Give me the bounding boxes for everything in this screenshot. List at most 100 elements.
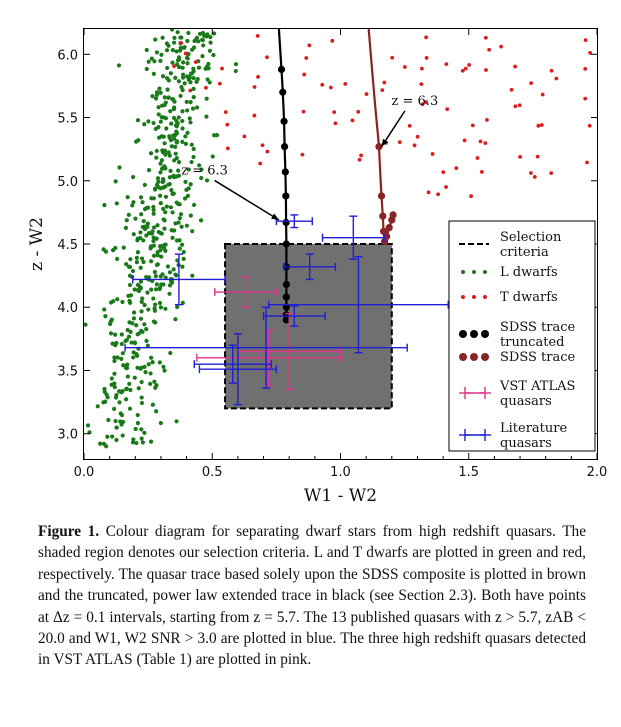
l-dwarf-point xyxy=(207,80,212,85)
t-dwarf-point xyxy=(535,154,540,159)
l-dwarf-point xyxy=(153,302,158,307)
l-dwarf-point xyxy=(171,136,177,141)
l-dwarf-point xyxy=(144,338,149,343)
t-dwarf-point xyxy=(255,33,260,38)
l-dwarf-point xyxy=(144,66,149,72)
trace-point xyxy=(280,117,288,125)
l-dwarf-point xyxy=(156,185,161,190)
l-dwarf-point xyxy=(167,153,172,158)
trace-point xyxy=(281,168,289,176)
l-dwarf-point xyxy=(191,86,196,91)
l-dwarf-point xyxy=(103,399,108,404)
l-dwarf-point xyxy=(155,250,160,255)
l-dwarf-point xyxy=(173,317,178,322)
caption-line: are plotted in green and red, respective… xyxy=(38,544,587,583)
l-dwarf-point xyxy=(177,216,182,221)
l-dwarf-point xyxy=(171,40,177,45)
l-dwarf-point xyxy=(151,196,156,201)
t-dwarf-point xyxy=(188,88,193,93)
l-dwarf-point xyxy=(146,168,152,173)
l-dwarf-point xyxy=(153,37,158,42)
t-dwarf-point xyxy=(539,123,544,127)
l-dwarf-point xyxy=(120,433,125,438)
l-dwarf-point xyxy=(181,72,186,77)
l-dwarf-point xyxy=(149,56,154,61)
caption-line: Colour diagram for separating dwarf star… xyxy=(105,523,500,540)
t-dwarf-point xyxy=(350,118,355,123)
l-dwarf-point xyxy=(144,47,149,53)
y-tick-label: 5.5 xyxy=(57,112,78,127)
l-dwarf-point xyxy=(113,418,118,424)
l-dwarf-point xyxy=(98,441,103,446)
t-dwarf-point xyxy=(499,44,503,49)
l-dwarf-point xyxy=(124,386,129,392)
l-dwarf-point xyxy=(130,203,135,208)
l-dwarf-point xyxy=(141,219,146,224)
l-dwarf-point xyxy=(169,121,174,126)
l-dwarf-point xyxy=(169,188,174,193)
l-dwarf-point xyxy=(113,179,118,184)
l-dwarf-point xyxy=(128,257,133,262)
l-dwarf-point xyxy=(157,360,162,365)
l-dwarf-point xyxy=(155,223,160,228)
l-dwarf-point xyxy=(157,86,162,91)
l-dwarf-point xyxy=(135,287,140,293)
x-tick-label: 0.5 xyxy=(202,465,223,480)
l-dwarf-point xyxy=(167,181,172,187)
t-dwarf-point xyxy=(183,51,188,56)
l-dwarf-point xyxy=(196,65,202,70)
l-dwarf-point xyxy=(201,43,206,48)
l-dwarf-point xyxy=(178,212,184,217)
l-dwarf-point xyxy=(154,409,159,414)
l-dwarf-point xyxy=(138,279,144,284)
l-dwarf-point xyxy=(168,71,173,76)
annotation-label: z = 6.3 xyxy=(392,94,439,109)
t-dwarf-point xyxy=(382,80,387,85)
l-dwarf-point xyxy=(113,245,118,251)
l-dwarf-point xyxy=(171,133,176,138)
l-dwarf-point xyxy=(187,75,192,80)
legend-label: SDSS trace xyxy=(500,320,576,335)
l-dwarf-point xyxy=(191,75,196,81)
l-dwarf-point xyxy=(159,52,164,57)
l-dwarf-point xyxy=(109,382,114,387)
l-dwarf-point xyxy=(164,48,170,53)
l-dwarf-point xyxy=(148,151,154,156)
legend-label: Selection xyxy=(500,230,562,245)
l-dwarf-point xyxy=(170,210,175,215)
l-dwarf-point xyxy=(179,224,184,229)
l-dwarf-point xyxy=(113,332,118,337)
l-dwarf-point xyxy=(185,38,190,44)
l-dwarf-point xyxy=(131,232,136,237)
l-dwarf-point xyxy=(154,50,160,55)
t-dwarf-point xyxy=(301,109,306,114)
l-dwarf-point xyxy=(173,75,178,81)
legend-key-point xyxy=(481,330,489,338)
l-dwarf-point xyxy=(191,202,197,208)
l-dwarf-point xyxy=(140,329,145,334)
l-dwarf-point xyxy=(171,267,176,272)
x-tick-label: 0.0 xyxy=(74,465,95,480)
l-dwarf-point xyxy=(103,249,109,254)
l-dwarf-point xyxy=(123,397,129,402)
l-dwarf-point xyxy=(186,167,191,172)
t-dwarf-point xyxy=(179,41,184,45)
t-dwarf-point xyxy=(479,169,484,174)
l-dwarf-point xyxy=(145,221,150,226)
l-dwarf-point xyxy=(136,386,141,391)
l-dwarf-point xyxy=(154,282,160,287)
l-dwarf-point xyxy=(115,355,120,360)
t-dwarf-point xyxy=(460,68,465,73)
l-dwarf-point xyxy=(158,58,163,63)
l-dwarf-point xyxy=(115,256,120,261)
l-dwarf-point xyxy=(142,122,147,127)
l-dwarf-point xyxy=(114,425,119,430)
t-dwarf-point xyxy=(225,146,230,151)
l-dwarf-point xyxy=(131,350,136,355)
l-dwarf-point xyxy=(149,355,154,360)
l-dwarf-point xyxy=(127,282,133,288)
l-dwarf-point xyxy=(162,148,168,153)
t-dwarf-point xyxy=(390,55,395,60)
l-dwarf-point xyxy=(125,327,130,333)
l-dwarf-point xyxy=(173,221,178,226)
